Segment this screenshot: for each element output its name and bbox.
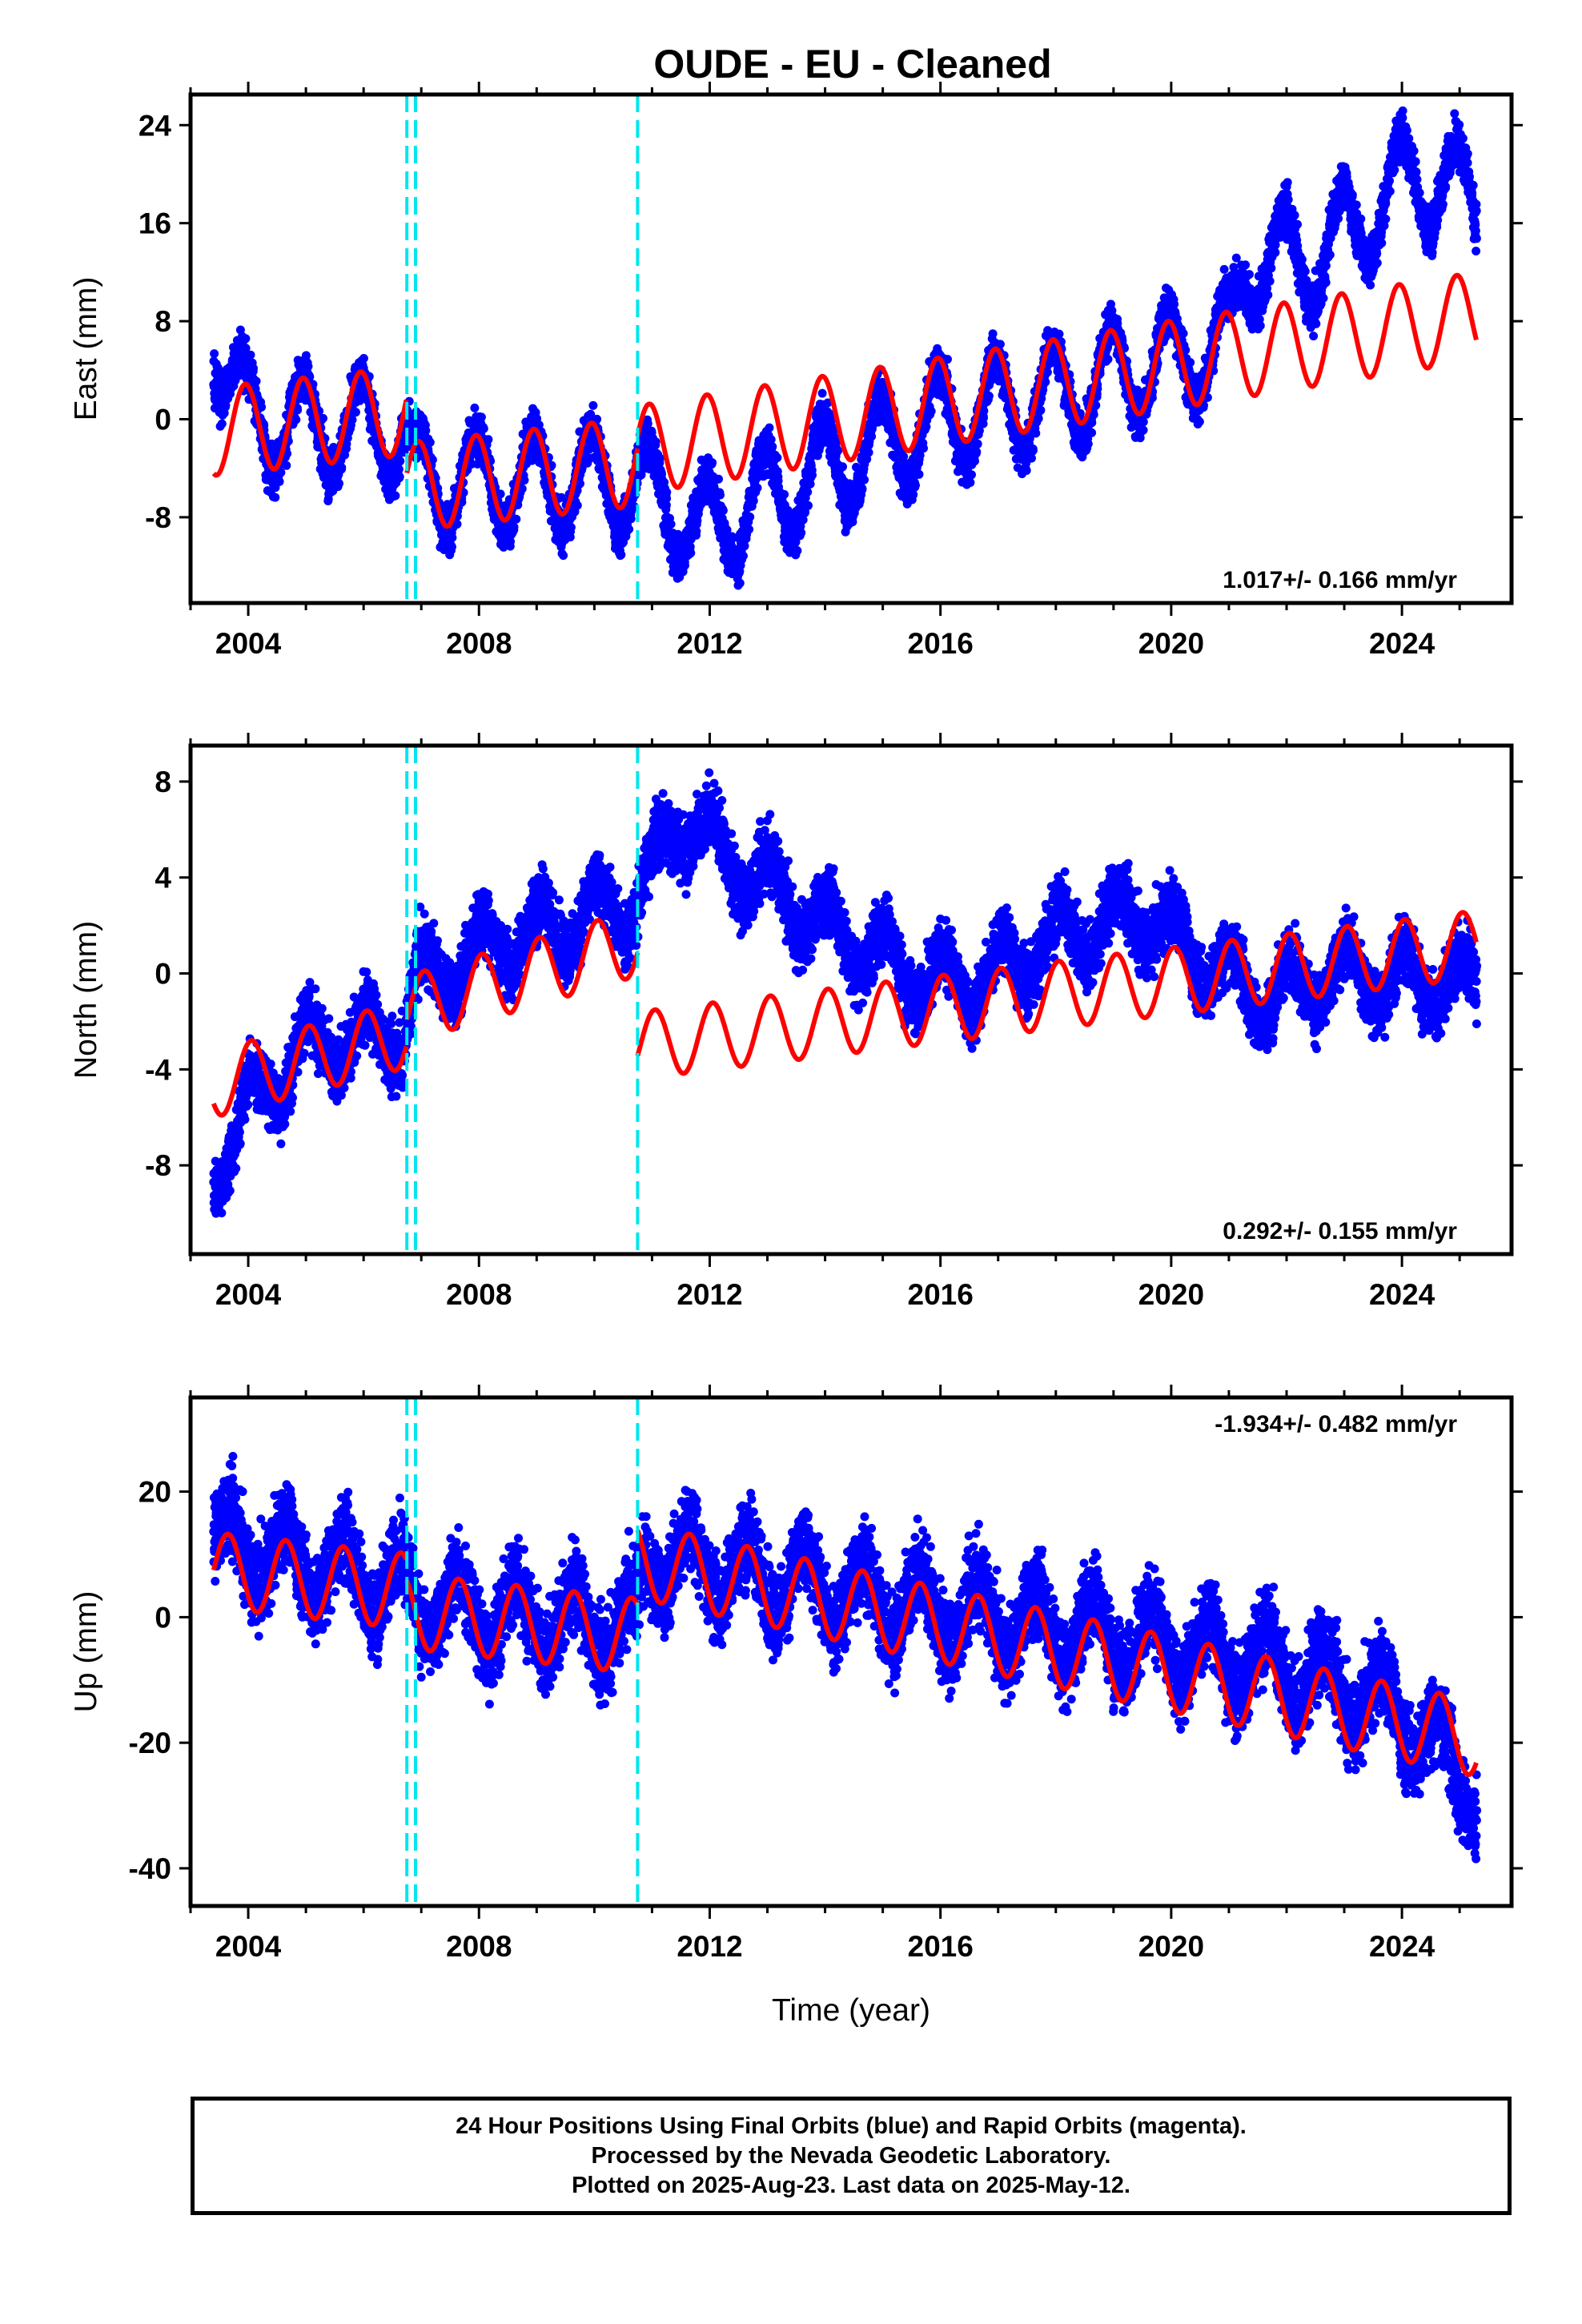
footer-note-box: 24 Hour Positions Using Final Orbits (bl… <box>191 2097 1512 2215</box>
x-tick-label: 2012 <box>677 1930 742 1963</box>
footer-line-3: Plotted on 2025-Aug-23. Last data on 202… <box>572 2172 1130 2198</box>
x-tick-label: 2012 <box>677 1278 742 1311</box>
y-tick-label: 8 <box>155 766 171 798</box>
y-tick-label: -8 <box>145 501 171 534</box>
y-tick-label: 16 <box>139 207 171 240</box>
panel-1: -8 0 8 16 24 2004 2008 2012 2016 2020 2024 East (mm… <box>69 82 1523 660</box>
y-tick-label: 4 <box>155 862 171 895</box>
x-tick-label: 2008 <box>446 627 512 660</box>
plot-area <box>209 94 1481 603</box>
y-tick-label: -20 <box>129 1727 171 1759</box>
panel-3: -40 -20 0 20 2004 2008 2012 2016 2020 2024 Up (mm)… <box>69 1385 1523 2028</box>
y-tick-label: 0 <box>155 1601 171 1634</box>
x-tick-label: 2008 <box>446 1278 512 1311</box>
observation-points <box>209 1452 1482 1864</box>
y-axis-label: North (mm) <box>69 921 103 1079</box>
model-fit-segment-2 <box>404 420 640 529</box>
x-tick-label: 2016 <box>908 1930 974 1963</box>
footer-line-2: Processed by the Nevada Geodetic Laborat… <box>591 2142 1111 2169</box>
y-tick-label: -4 <box>145 1053 171 1086</box>
model-fit-segment-2 <box>404 1576 640 1673</box>
y-axis-label: East (mm) <box>69 277 103 421</box>
observation-points <box>209 768 1482 1218</box>
model-fit-segment-3 <box>635 1529 1479 1778</box>
x-tick-label: 2024 <box>1369 1930 1435 1963</box>
chart-title: OUDE - EU - Cleaned <box>653 42 1051 86</box>
x-tick-label: 2024 <box>1369 627 1435 660</box>
plot-frame <box>188 92 1514 605</box>
x-axis-label: Time (year) <box>772 1993 930 2028</box>
model-fit-segment-3 <box>635 910 1479 1076</box>
observation-points <box>209 106 1481 590</box>
rate-annotation: 0.292+/- 0.155 mm/yr <box>1223 1218 1457 1244</box>
footer-line-1: 24 Hour Positions Using Final Orbits (bl… <box>456 2113 1247 2139</box>
x-tick-label: 2024 <box>1369 1278 1435 1311</box>
model-fit-segment-2 <box>404 918 640 1032</box>
x-tick-label: 2004 <box>215 1278 282 1311</box>
y-tick-label: -40 <box>129 1852 171 1885</box>
x-tick-label: 2020 <box>1138 1930 1204 1963</box>
model-fit-segment-1 <box>211 1008 409 1118</box>
y-tick-label: 24 <box>139 109 172 142</box>
x-tick-label: 2016 <box>908 627 974 660</box>
x-tick-label: 2004 <box>215 627 282 660</box>
x-tick-label: 2020 <box>1138 627 1204 660</box>
rate-annotation: -1.934+/- 0.482 mm/yr <box>1215 1411 1457 1437</box>
model-fit-segment-3 <box>635 272 1479 490</box>
model-fit-segment-1 <box>211 369 409 478</box>
plot-frame <box>188 1395 1514 1908</box>
x-tick-label: 2020 <box>1138 1278 1204 1311</box>
panel-2: -8 -4 0 4 8 2004 2008 2012 2016 2020 2024 North (mm… <box>69 733 1523 1311</box>
y-tick-label: 8 <box>155 305 171 338</box>
y-tick-label: 0 <box>155 403 171 436</box>
model-fit-segment-1 <box>211 1531 409 1628</box>
plot-area <box>209 1397 1482 1906</box>
plot-area <box>209 746 1482 1254</box>
y-axis-label: Up (mm) <box>69 1591 103 1713</box>
plot-frame <box>188 743 1514 1256</box>
y-tick-label: -8 <box>145 1149 171 1182</box>
y-tick-label: 0 <box>155 958 171 991</box>
x-tick-label: 2016 <box>908 1278 974 1311</box>
rate-annotation: 1.017+/- 0.166 mm/yr <box>1223 567 1457 593</box>
x-tick-label: 2004 <box>215 1930 282 1963</box>
x-tick-label: 2008 <box>446 1930 512 1963</box>
y-tick-label: 20 <box>139 1476 171 1509</box>
x-tick-label: 2012 <box>677 627 742 660</box>
